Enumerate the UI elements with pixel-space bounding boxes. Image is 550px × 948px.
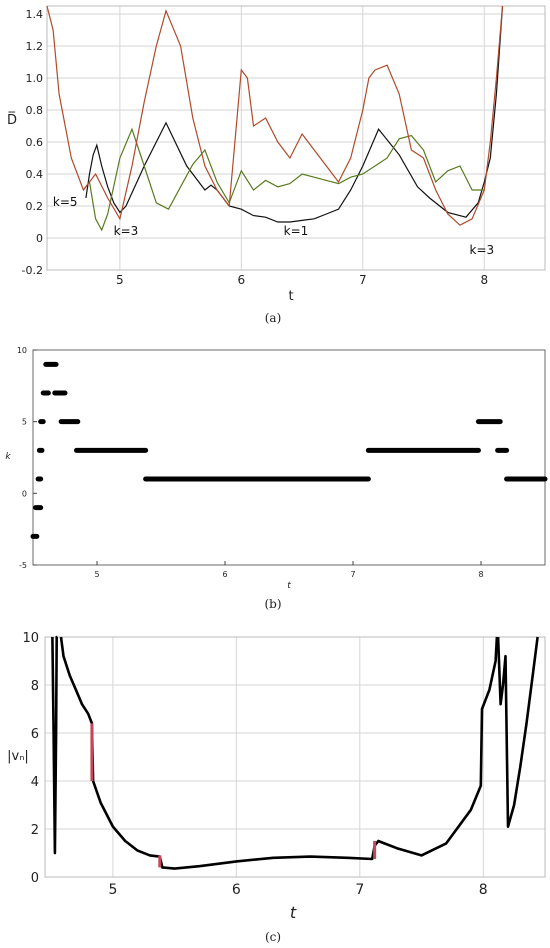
series-line-c: [496, 636, 539, 828]
y-tick-label-c: 4: [31, 775, 39, 790]
y-axis-label-a: D̅: [7, 112, 17, 128]
x-tick-label-a: 5: [116, 273, 124, 287]
x-tick-label-b: 7: [350, 570, 355, 579]
series-line-c: [51, 635, 58, 855]
x-tick-label-c: 8: [479, 882, 488, 898]
y-tick-label-b: -5: [19, 561, 27, 570]
x-tick-label-a: 7: [359, 273, 367, 287]
series-line-c: [59, 636, 499, 870]
y-tick-label-c: 0: [31, 871, 39, 886]
y-tick-label-c: 8: [31, 679, 39, 694]
x-axis-label-b: t: [287, 581, 291, 591]
x-tick-label-b: 5: [94, 570, 99, 579]
x-axis-label-c: t: [290, 903, 297, 922]
annotation-label-a: k=5: [53, 195, 78, 209]
y-tick-label-b: 5: [22, 418, 27, 427]
y-tick-label-b: 10: [17, 346, 27, 355]
x-tick-label-c: 5: [108, 882, 117, 898]
x-tick-label-b: 8: [478, 570, 483, 579]
series-line-a-green: [82, 127, 485, 232]
y-tick-label-a: 1.0: [26, 72, 44, 85]
plot-frame-a: [46, 5, 546, 271]
y-tick-label-a: 0.8: [26, 104, 44, 117]
plot-frame-b: [32, 349, 546, 566]
y-tick-label-b: 0: [22, 489, 27, 498]
series-line-a-red: [46, 5, 504, 226]
annotation-label-a: k=3: [470, 243, 495, 257]
annotation-label-a: k=1: [284, 224, 309, 238]
y-tick-label-a: 0.6: [26, 136, 44, 149]
y-tick-label-a: 0.4: [26, 168, 44, 181]
y-tick-label-a: 1.4: [26, 8, 44, 21]
caption-a: (a): [264, 311, 282, 325]
plot-frame-c: [44, 636, 546, 878]
y-tick-label-a: 1.2: [26, 40, 44, 53]
x-tick-label-b: 6: [222, 570, 227, 579]
y-tick-label-a: 0.2: [26, 200, 44, 213]
y-axis-label-b: k: [5, 452, 11, 462]
x-axis-label-a: t: [288, 289, 293, 304]
y-tick-label-a: 0: [36, 232, 43, 245]
x-tick-label-c: 7: [355, 882, 364, 898]
x-tick-label-c: 6: [232, 882, 241, 898]
y-tick-label-c: 6: [31, 727, 39, 742]
annotation-label-a: k=3: [114, 224, 139, 238]
y-tick-label-c: 10: [22, 631, 39, 646]
caption-b: (b): [264, 597, 282, 611]
caption-c: (c): [264, 930, 282, 944]
y-tick-label-a: -0.2: [22, 264, 43, 277]
y-tick-label-c: 2: [31, 823, 39, 838]
series-line-a-black: [85, 5, 504, 223]
x-tick-label-a: 8: [480, 273, 488, 287]
x-tick-label-a: 6: [238, 273, 246, 287]
y-axis-label-c: |vₙ|: [7, 749, 29, 764]
